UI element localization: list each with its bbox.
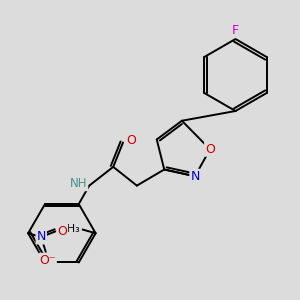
Text: CH₃: CH₃ — [60, 224, 81, 234]
Text: N: N — [190, 170, 200, 183]
Text: NH: NH — [70, 177, 87, 190]
Text: F: F — [232, 24, 239, 37]
Text: O: O — [126, 134, 136, 147]
Text: O: O — [57, 225, 67, 238]
Text: O: O — [205, 143, 215, 156]
Text: O⁻: O⁻ — [39, 254, 56, 267]
Text: N: N — [37, 230, 46, 244]
